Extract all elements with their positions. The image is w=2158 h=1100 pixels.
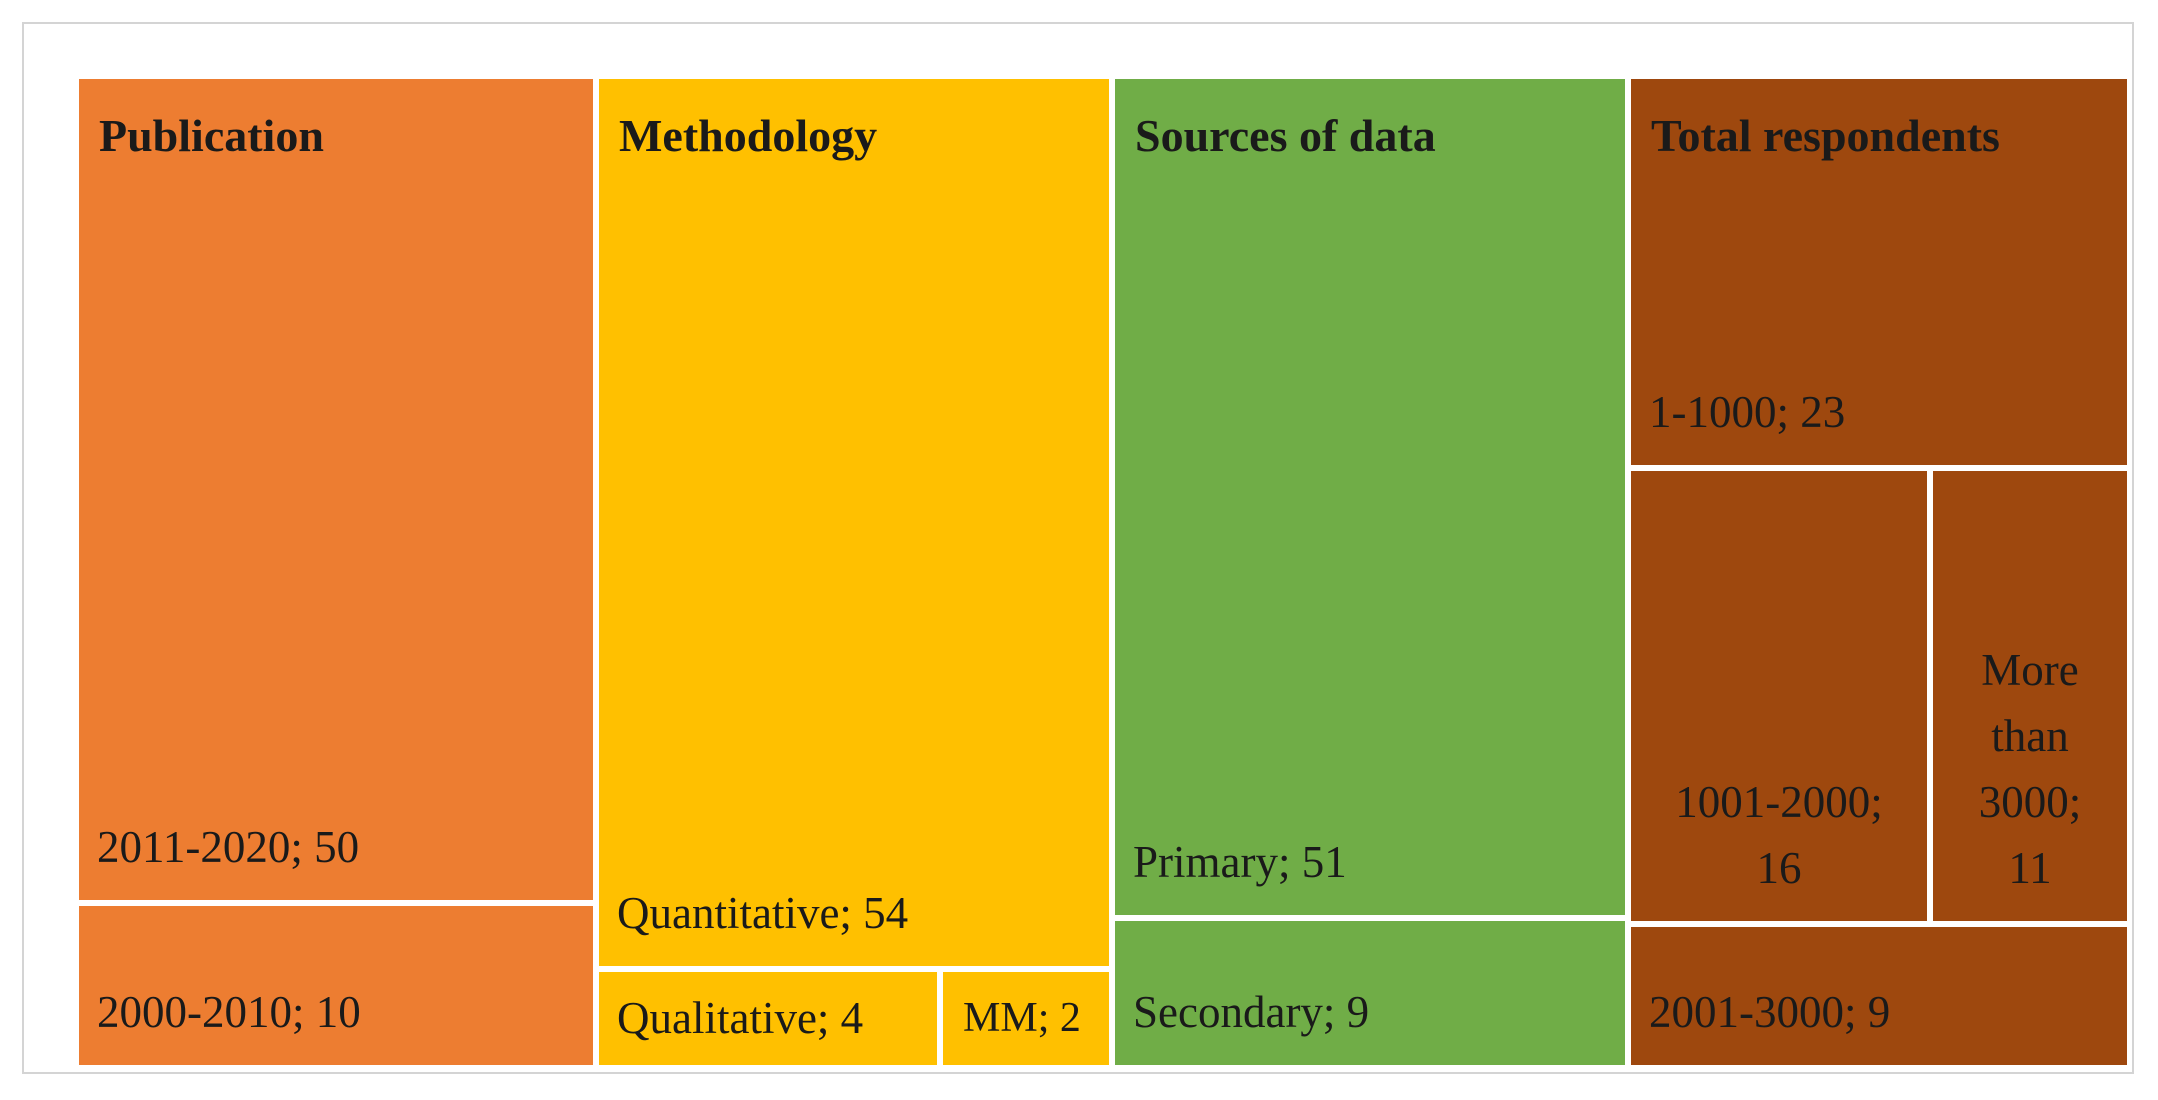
leaf-label: 1-1000; 23 — [1649, 387, 1846, 437]
cell-respondents-2001-3000: 2001-3000; 9 — [1628, 924, 2130, 1068]
group-title-total-respondents: Total respondents — [1651, 110, 2000, 161]
cell-sources-primary: Sources of data Primary; 51 — [1112, 76, 1628, 918]
leaf-label: Secondary; 9 — [1133, 987, 1370, 1037]
leaf-label: 2001-3000; 9 — [1649, 987, 1891, 1037]
cell-methodology-mm: MM; 2 — [940, 969, 1112, 1068]
group-title-sources-of-data: Sources of data — [1135, 110, 1436, 161]
leaf-label: Qualitative; 4 — [617, 993, 864, 1043]
cell-respondents-1001-2000: 1001-2000; 16 — [1628, 468, 1930, 924]
leaf-label: 1001-2000; 16 — [1675, 777, 1883, 893]
cell-methodology-quantitative: Methodology Quantitative; 54 — [596, 76, 1112, 969]
chart-frame: Publication 2011-2020; 50 2000-2010; 10 … — [22, 22, 2134, 1074]
leaf-label: 2011-2020; 50 — [97, 822, 360, 872]
cell-publication-2000-2010: 2000-2010; 10 — [76, 903, 596, 1068]
group-title-methodology: Methodology — [619, 110, 878, 161]
cell-publication-2011-2020: Publication 2011-2020; 50 — [76, 76, 596, 903]
leaf-label: Quantitative; 54 — [617, 888, 909, 938]
cell-respondents-1-1000: Total respondents 1-1000; 23 — [1628, 76, 2130, 468]
cell-respondents-more-than-3000: More than 3000; 11 — [1930, 468, 2130, 924]
leaf-label: More than 3000; 11 — [1978, 645, 2082, 893]
cell-methodology-qualitative: Qualitative; 4 — [596, 969, 940, 1068]
leaf-label: Primary; 51 — [1133, 837, 1347, 887]
treemap: Publication 2011-2020; 50 2000-2010; 10 … — [76, 76, 2130, 1068]
leaf-label: MM; 2 — [963, 995, 1081, 1041]
leaf-label: 2000-2010; 10 — [97, 987, 361, 1037]
cell-sources-secondary: Secondary; 9 — [1112, 918, 1628, 1068]
group-title-publication: Publication — [99, 110, 324, 161]
